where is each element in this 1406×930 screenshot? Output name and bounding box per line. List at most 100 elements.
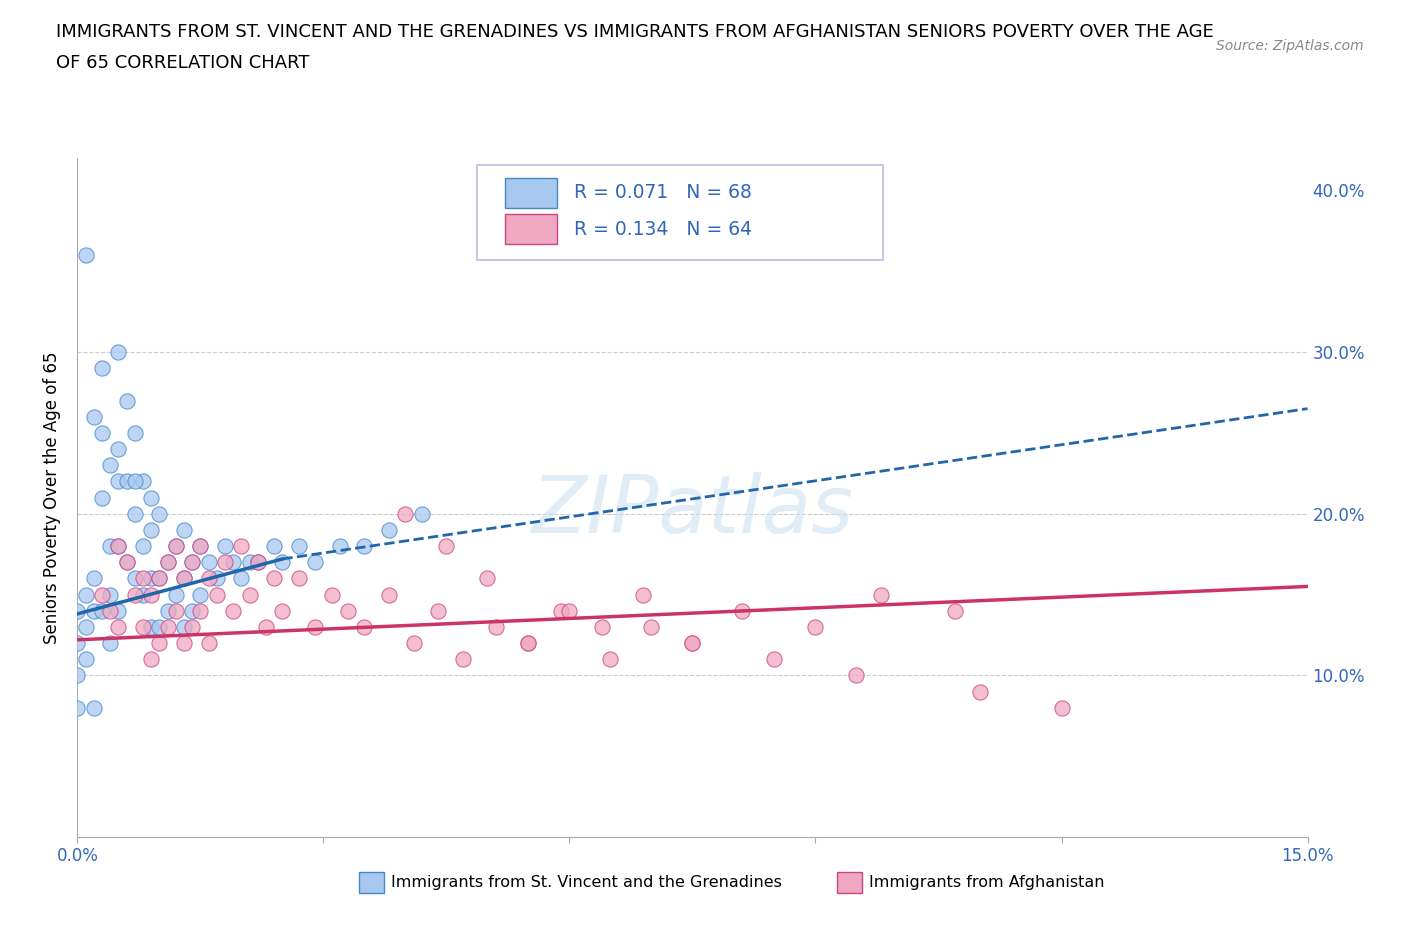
- Point: [1050, 700, 1073, 715]
- Point: [304, 619, 326, 634]
- Point: [188, 538, 212, 553]
- Point: [98, 604, 121, 618]
- Point: [205, 571, 228, 586]
- Point: [83, 604, 105, 618]
- Point: [156, 555, 179, 570]
- Text: ZIPatlas: ZIPatlas: [531, 472, 853, 551]
- Point: [804, 619, 827, 634]
- Point: [222, 604, 245, 618]
- Point: [75, 247, 97, 262]
- Point: [148, 619, 170, 634]
- Point: [83, 571, 105, 586]
- Point: [66, 604, 89, 618]
- Y-axis label: Seniors Poverty Over the Age of 65: Seniors Poverty Over the Age of 65: [44, 352, 62, 644]
- Point: [427, 604, 450, 618]
- Point: [132, 619, 155, 634]
- Point: [141, 490, 163, 505]
- Point: [115, 555, 138, 570]
- Point: [214, 555, 236, 570]
- Point: [485, 619, 508, 634]
- Point: [156, 555, 179, 570]
- Point: [98, 538, 121, 553]
- Point: [66, 668, 89, 683]
- Point: [83, 409, 105, 424]
- Point: [90, 587, 114, 602]
- Point: [165, 538, 187, 553]
- Point: [214, 538, 236, 553]
- Point: [124, 425, 146, 440]
- Point: [107, 619, 129, 634]
- Point: [115, 474, 138, 489]
- Point: [599, 652, 621, 667]
- Point: [558, 604, 581, 618]
- Point: [231, 571, 253, 586]
- Point: [141, 619, 163, 634]
- Point: [451, 652, 474, 667]
- Point: [148, 506, 170, 521]
- Point: [254, 619, 277, 634]
- Point: [378, 587, 401, 602]
- Point: [107, 474, 129, 489]
- Point: [115, 393, 138, 408]
- Point: [731, 604, 754, 618]
- FancyBboxPatch shape: [506, 215, 557, 245]
- Point: [271, 555, 294, 570]
- Point: [173, 571, 195, 586]
- Text: OF 65 CORRELATION CHART: OF 65 CORRELATION CHART: [56, 54, 309, 72]
- Text: Immigrants from Afghanistan: Immigrants from Afghanistan: [869, 875, 1104, 890]
- Point: [181, 555, 204, 570]
- Point: [321, 587, 343, 602]
- Point: [173, 523, 195, 538]
- Point: [156, 619, 179, 634]
- Point: [107, 538, 129, 553]
- Point: [411, 506, 433, 521]
- Text: Immigrants from St. Vincent and the Grenadines: Immigrants from St. Vincent and the Gren…: [391, 875, 782, 890]
- Point: [141, 523, 163, 538]
- Point: [181, 604, 204, 618]
- Point: [517, 635, 540, 650]
- Point: [124, 474, 146, 489]
- Point: [132, 571, 155, 586]
- Point: [66, 700, 89, 715]
- Point: [378, 523, 401, 538]
- Point: [107, 442, 129, 457]
- Point: [173, 635, 195, 650]
- Point: [90, 361, 114, 376]
- Point: [353, 538, 375, 553]
- Point: [124, 571, 146, 586]
- Point: [188, 587, 212, 602]
- Point: [107, 604, 129, 618]
- Point: [141, 571, 163, 586]
- FancyBboxPatch shape: [506, 178, 557, 207]
- Point: [197, 571, 219, 586]
- Point: [263, 571, 285, 586]
- Point: [394, 506, 416, 521]
- Point: [943, 604, 966, 618]
- Text: R = 0.134   N = 64: R = 0.134 N = 64: [575, 219, 752, 239]
- Point: [173, 619, 195, 634]
- Point: [165, 604, 187, 618]
- Point: [148, 635, 170, 650]
- Point: [353, 619, 375, 634]
- Point: [181, 619, 204, 634]
- Point: [83, 700, 105, 715]
- Point: [75, 652, 97, 667]
- Point: [640, 619, 662, 634]
- Point: [271, 604, 294, 618]
- Point: [98, 635, 121, 650]
- Point: [141, 652, 163, 667]
- Text: Source: ZipAtlas.com: Source: ZipAtlas.com: [1216, 39, 1364, 53]
- Point: [329, 538, 352, 553]
- Point: [148, 571, 170, 586]
- Point: [90, 604, 114, 618]
- Point: [633, 587, 655, 602]
- Point: [969, 684, 991, 699]
- Point: [246, 555, 269, 570]
- Point: [845, 668, 868, 683]
- Point: [288, 571, 311, 586]
- Point: [188, 604, 212, 618]
- Point: [477, 571, 499, 586]
- Point: [165, 538, 187, 553]
- Point: [222, 555, 245, 570]
- Point: [402, 635, 425, 650]
